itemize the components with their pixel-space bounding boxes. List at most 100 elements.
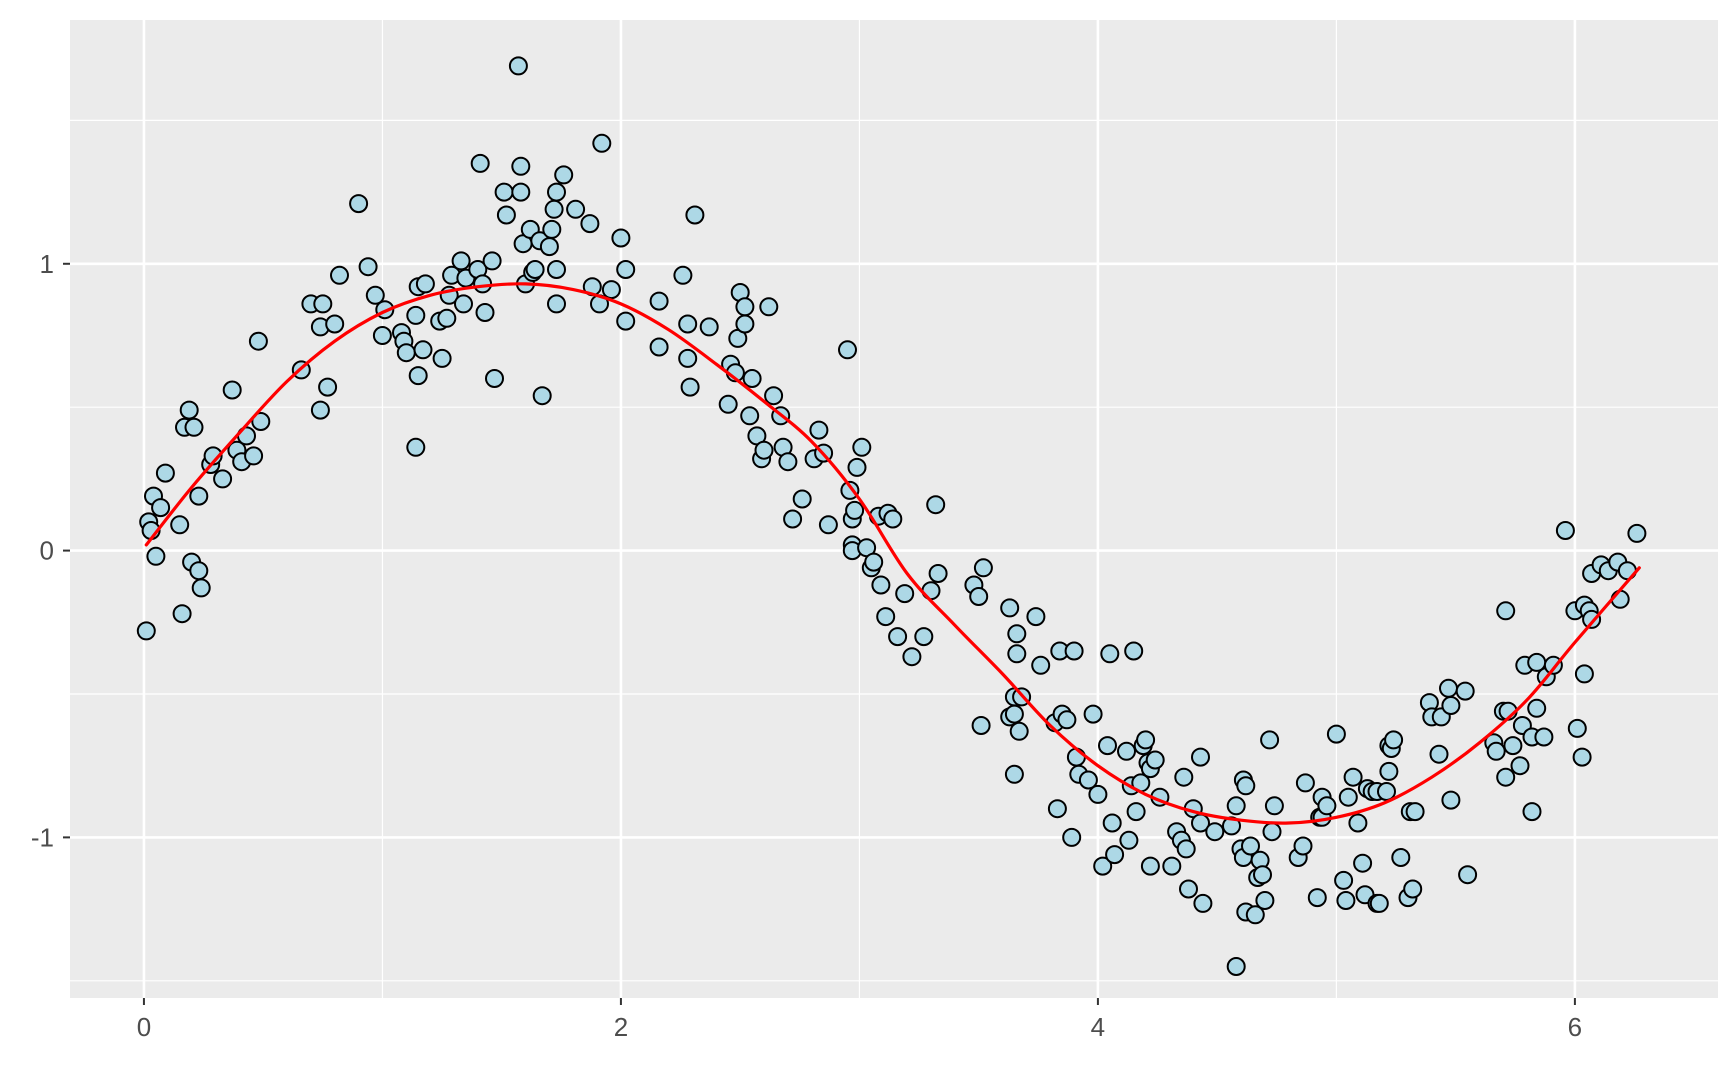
data-point [699, 317, 719, 337]
data-point [1226, 796, 1246, 816]
data-point [1140, 856, 1160, 876]
data-point [1295, 773, 1315, 793]
data-point [454, 294, 473, 314]
data-point [888, 627, 908, 647]
data-point [1105, 845, 1125, 865]
data-point [1496, 601, 1516, 621]
data-point [151, 498, 171, 518]
data-point [883, 509, 903, 529]
data-point [1145, 750, 1165, 770]
data-point [1191, 747, 1210, 767]
data-point [1262, 822, 1282, 842]
data-point [601, 280, 621, 300]
minor-gridlines [70, 20, 1718, 998]
data-point [1193, 893, 1213, 913]
data-point [1260, 730, 1280, 750]
data-point [864, 552, 884, 572]
data-point [396, 343, 416, 363]
data-point [547, 294, 566, 314]
data-point [1007, 624, 1027, 644]
data-point [415, 274, 435, 294]
data-point [1009, 721, 1029, 741]
data-point [1026, 607, 1046, 627]
data-point [840, 480, 860, 500]
data-point [539, 237, 559, 257]
data-point [1064, 641, 1084, 661]
data-point [735, 297, 755, 317]
data-point [470, 153, 490, 173]
data-point [547, 182, 566, 202]
data-point [1403, 879, 1423, 899]
data-point [1384, 730, 1404, 750]
data-point [1047, 799, 1067, 819]
data-point [764, 386, 784, 406]
data-point [1004, 704, 1024, 724]
data-point [1555, 521, 1575, 540]
smooth-curve-group [144, 282, 1641, 825]
data-point [1458, 865, 1478, 885]
data-point [1174, 767, 1194, 787]
data-point [1510, 756, 1530, 776]
data-point [244, 446, 264, 466]
data-point [1102, 813, 1122, 833]
data-point [146, 546, 166, 566]
data-point [1439, 678, 1458, 698]
data-point [1379, 761, 1399, 781]
data-point [473, 274, 493, 294]
data-point [1455, 681, 1475, 701]
data-point [1348, 813, 1368, 833]
data-point [1567, 718, 1587, 738]
data-point [611, 228, 631, 248]
scatter-points [136, 56, 1647, 976]
data-point [251, 412, 271, 431]
data-point [155, 463, 175, 483]
data-point [547, 260, 566, 279]
data-point [310, 400, 330, 420]
data-point [1117, 741, 1136, 761]
data-point [1503, 736, 1523, 756]
data-point [542, 219, 562, 239]
data-point [485, 369, 504, 388]
data-point [482, 251, 502, 271]
data-point [554, 165, 574, 185]
data-point [783, 509, 803, 529]
data-point [1004, 764, 1024, 784]
data-point [1098, 736, 1117, 756]
data-point [496, 205, 516, 225]
data-point [1336, 891, 1356, 910]
y-tick-label: 0 [40, 536, 54, 566]
data-point [1334, 870, 1354, 890]
data-point [1000, 598, 1020, 618]
data-point [437, 308, 457, 328]
data-point [184, 417, 204, 437]
data-point [1057, 710, 1077, 730]
data-point [1255, 891, 1275, 910]
data-point [1429, 744, 1449, 764]
data-point [1066, 747, 1086, 767]
data-point [1391, 848, 1411, 867]
data-point [673, 265, 693, 285]
data-point [847, 457, 867, 477]
data-point [191, 578, 211, 598]
data-point [1179, 879, 1198, 899]
data-point [511, 182, 531, 202]
data-point [649, 291, 669, 311]
data-point [871, 575, 891, 595]
data-point [248, 331, 268, 351]
data-point [406, 437, 426, 457]
data-point [349, 194, 369, 214]
data-point [1083, 704, 1103, 724]
data-point [680, 377, 700, 397]
data-point [1093, 856, 1113, 876]
data-point [685, 205, 705, 225]
data-point [678, 314, 698, 334]
data-point [845, 500, 865, 520]
data-point [318, 377, 338, 397]
data-point [895, 584, 915, 604]
data-point [778, 452, 798, 472]
data-point [1610, 589, 1630, 609]
data-point [616, 260, 636, 279]
data-point [313, 294, 333, 314]
data-point [1088, 784, 1108, 804]
